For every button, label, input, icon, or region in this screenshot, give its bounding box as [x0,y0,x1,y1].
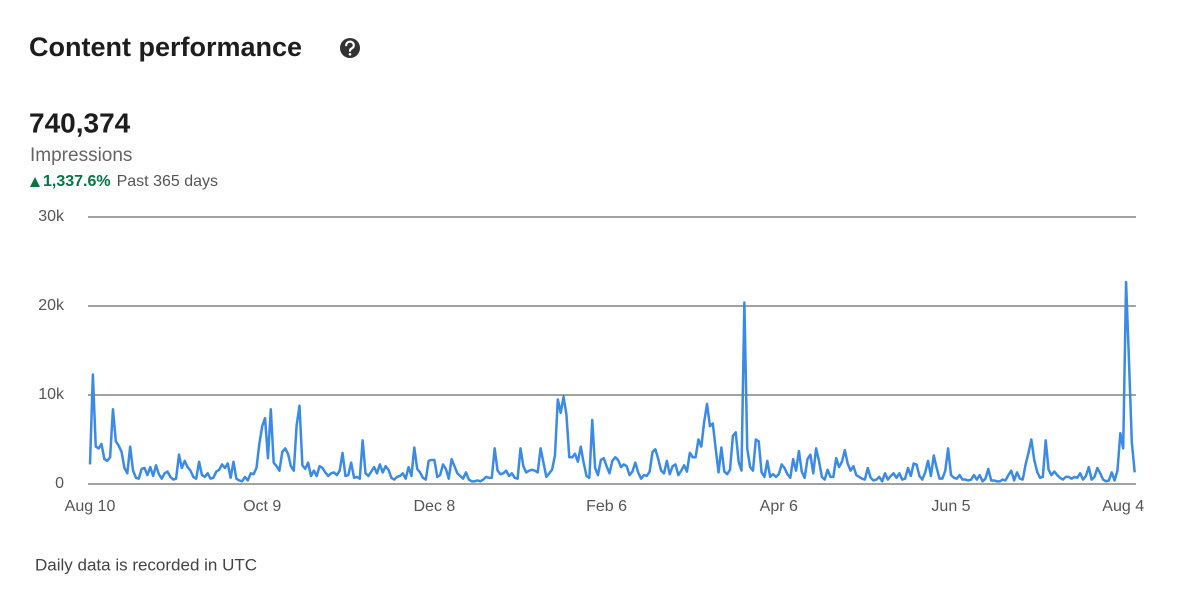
x-tick-label: Dec 8 [414,498,456,515]
change: 1,337.6% [43,173,111,190]
footnote: Daily data is recorded in UTC [35,555,257,574]
y-tick-label: 10k [38,386,65,403]
x-tick-label: Oct 9 [243,498,281,515]
title: Content performance [29,32,302,62]
x-tick-label: Aug 4 [1102,498,1144,515]
y-tick-label: 30k [38,208,65,225]
y-tick-label: 20k [38,297,65,314]
x-tick-label: Aug 10 [65,498,116,515]
metric: Impressions [30,145,132,166]
x-tick-label: Apr 6 [760,498,798,515]
change-line: 1,337.6% Past 365 days [43,173,218,190]
impressions-line [88,280,1136,483]
x-tick-label: Jun 5 [931,498,970,515]
help-icon[interactable] [340,38,360,58]
y-tick-label: 0 [55,475,64,492]
up-arrow [30,177,40,187]
x-tick-label: Feb 6 [586,498,627,515]
total: 740,374 [29,107,131,138]
period: Past 365 days [117,173,218,190]
